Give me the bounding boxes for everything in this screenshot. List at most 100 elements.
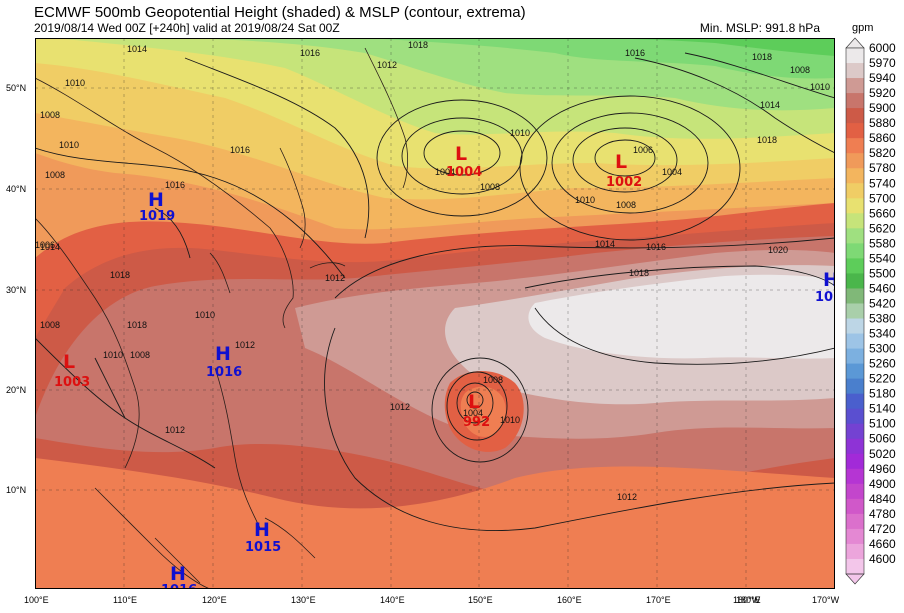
contour-label: 1006 (633, 145, 653, 155)
pressure-center-letter: H (254, 519, 270, 541)
high-center: H 1016 (161, 563, 197, 589)
colorbar-frame (845, 47, 865, 575)
contour-label: 1018 (408, 40, 428, 50)
low-center: L 1002 (606, 151, 642, 190)
mslp-isobars (35, 52, 835, 531)
contour-label: 1018 (127, 320, 147, 330)
colorbar-level-label: 5900 (869, 101, 896, 115)
colorbar-swatch (846, 48, 864, 64)
contour-label: 1006 (35, 240, 55, 250)
colorbar-level-label: 5940 (869, 71, 896, 85)
colorbar-level-label: 4780 (869, 507, 896, 521)
colorbar-level-label: 5300 (869, 342, 896, 356)
contour-label: 1010 (103, 350, 123, 360)
colorbar-swatch (846, 108, 864, 124)
map-frame (35, 38, 835, 589)
chart-title: ECMWF 500mb Geopotential Height (shaded)… (34, 4, 526, 21)
colorbar-level-label: 5140 (869, 402, 896, 416)
colorbar-swatch (846, 483, 864, 500)
colorbar-level-label: 5060 (869, 432, 896, 446)
lat-label: 40°N (6, 184, 26, 194)
pressure-center-letter: H (215, 343, 231, 365)
weather-map: 1014 1016 1018 1016 1018 1008 1010 1014 … (35, 38, 835, 589)
low-center: L 1003 (54, 351, 90, 390)
colorbar-level-label: 5500 (869, 266, 896, 280)
contour-label: 1012 (377, 60, 397, 70)
contour-label: 1008 (45, 170, 65, 180)
lat-label: 20°N (6, 385, 26, 395)
colorbar-swatch (846, 393, 864, 410)
pressure-center-letter: H (148, 189, 164, 211)
colorbar-swatch (846, 288, 864, 304)
contour-labels: 1014 1016 1018 1016 1018 1008 1010 1014 … (35, 40, 830, 502)
colorbar-level-label: 5180 (869, 387, 896, 401)
colorbar-swatch (846, 438, 864, 455)
contour-label: 1018 (629, 268, 649, 278)
colorbar-level-label: 4840 (869, 492, 896, 506)
coastlines (35, 47, 409, 589)
colorbar-swatch (846, 558, 864, 575)
lon-label: 180°W (733, 595, 761, 605)
colorbar-level-label: 5460 (869, 281, 896, 295)
lon-label: 110°E (113, 595, 137, 605)
colorbar-level-label: 5260 (869, 357, 896, 371)
colorbar-unit: gpm (852, 22, 874, 34)
contour-label: 1010 (500, 415, 520, 425)
height-shading (35, 38, 835, 589)
colorbar: 6000597059405920590058805860582057805740… (845, 37, 896, 585)
lon-label: 130°E (291, 595, 316, 605)
contour-label: 1010 (195, 310, 215, 320)
low-center: L 1004 (446, 143, 482, 180)
contour-label: 1004 (463, 408, 483, 418)
colorbar-swatch (846, 153, 864, 169)
pressure-centers: H 1019 L 1004 L 1002 H 102 H 1016 L 1003… (54, 143, 835, 589)
colorbar-swatch (846, 63, 864, 79)
lon-label: 170°E (646, 595, 671, 605)
contour-label: 1014 (760, 100, 780, 110)
colorbar-level-label: 5380 (869, 312, 896, 326)
colorbar-swatch (846, 183, 864, 199)
colorbar-swatch (846, 378, 864, 395)
colorbar-swatch (846, 513, 864, 530)
high-center: H 102 (815, 269, 835, 305)
contour-label: 1012 (325, 273, 345, 283)
colorbar-swatch (846, 138, 864, 154)
contour-label: 1016 (646, 242, 666, 252)
contour-label: 1004 (435, 167, 455, 177)
contour-label: 1008 (40, 320, 60, 330)
lat-label: 30°N (6, 285, 26, 295)
colorbar-swatch (846, 468, 864, 485)
pressure-center-letter: L (63, 351, 75, 373)
contour-label: 1010 (575, 195, 595, 205)
colorbar-swatch (846, 408, 864, 425)
lon-label: 120°E (202, 595, 227, 605)
contour-label: 1016 (625, 48, 645, 58)
high-center: H 1016 (206, 343, 242, 380)
contour-label: 1020 (768, 245, 788, 255)
colorbar-swatch (846, 198, 864, 214)
pressure-center-value: 1002 (606, 175, 642, 190)
low-center: L 992 (463, 391, 490, 430)
contour-label: 1008 (483, 375, 503, 385)
min-mslp-readout: Min. MSLP: 991.8 hPa (699, 21, 820, 35)
colorbar-level-label: 5340 (869, 327, 896, 341)
colorbar-level-label: 5220 (869, 372, 896, 386)
contour-label: 1012 (165, 425, 185, 435)
colorbar-level-label: 5540 (869, 251, 896, 265)
contour-label: 1004 (662, 167, 682, 177)
colorbar-swatch (846, 273, 864, 289)
lon-label: 150°E (468, 595, 493, 605)
colorbar-swatch (846, 423, 864, 440)
colorbar-level-label: 5970 (869, 56, 896, 70)
pressure-center-letter: L (468, 391, 480, 413)
colorbar-top-cap (845, 37, 865, 49)
colorbar-level-label: 6000 (869, 41, 896, 55)
colorbar-swatch (846, 213, 864, 229)
pressure-center-value: 1016 (206, 365, 242, 380)
contour-label: 1010 (510, 128, 530, 138)
pressure-center-value: 1003 (54, 375, 90, 390)
colorbar-swatch (846, 78, 864, 94)
contour-label: 1014 (127, 44, 147, 54)
pressure-center-letter: L (615, 151, 627, 173)
